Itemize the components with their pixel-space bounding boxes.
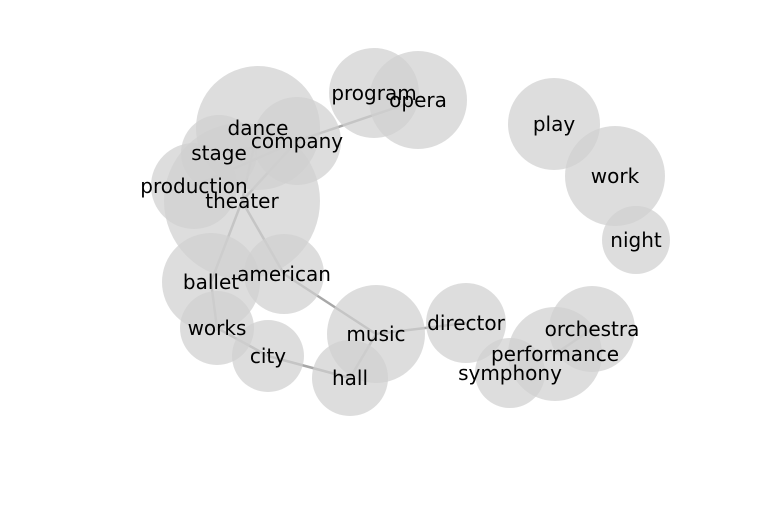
node-bubble-night	[602, 206, 670, 274]
node-label-theater: theater	[205, 189, 279, 213]
node-label-american: american	[237, 262, 331, 286]
node-label-symphony: symphony	[458, 361, 562, 385]
node-label-performance: performance	[491, 342, 619, 366]
node-bubble-hall	[312, 340, 388, 416]
node-label-dance: dance	[228, 116, 289, 140]
node-label-music: music	[346, 322, 405, 346]
bubble-layer	[151, 48, 670, 416]
node-bubble-work	[565, 126, 665, 226]
node-bubble-symphony	[475, 338, 545, 408]
node-label-work: work	[591, 164, 640, 188]
node-label-orchestra: orchestra	[545, 317, 640, 341]
node-label-production: production	[140, 174, 247, 198]
node-label-play: play	[533, 112, 576, 136]
node-label-director: director	[427, 311, 505, 335]
node-label-opera: opera	[389, 88, 447, 112]
node-label-hall: hall	[332, 366, 368, 390]
node-label-program: program	[331, 81, 416, 105]
node-label-ballet: ballet	[183, 270, 239, 294]
node-bubble-american	[244, 234, 324, 314]
node-label-company: company	[251, 129, 343, 153]
node-label-night: night	[610, 228, 662, 252]
node-label-works: works	[188, 316, 247, 340]
node-label-stage: stage	[191, 141, 247, 165]
node-bubble-opera	[369, 51, 467, 149]
node-bubble-city	[232, 320, 304, 392]
node-bubble-director	[426, 283, 506, 363]
node-label-city: city	[250, 344, 286, 368]
